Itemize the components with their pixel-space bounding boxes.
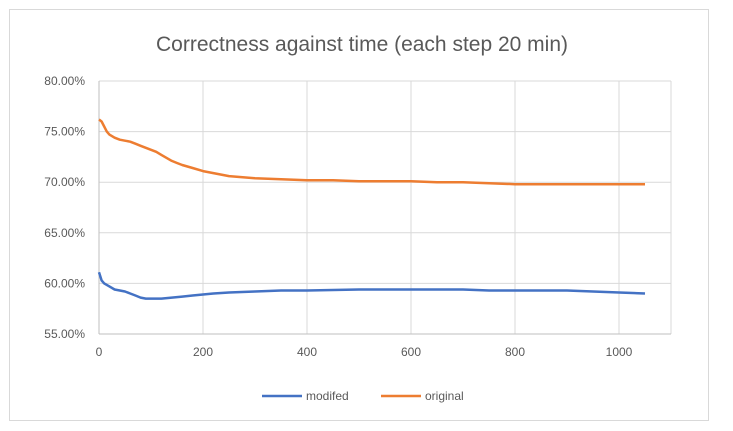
legend: modifed original (262, 389, 464, 403)
x-tick-label: 1000 (606, 345, 633, 359)
tick-labels: 55.00% 60.00% 65.00% 70.00% 75.00% 80.00% 0 200… (44, 74, 632, 359)
x-tick-label: 400 (297, 345, 317, 359)
x-tick-label: 200 (193, 345, 213, 359)
series-lines (97, 118, 646, 300)
legend-label-original: original (425, 389, 464, 403)
y-tick-label: 60.00% (44, 276, 85, 290)
y-tick-label: 75.00% (44, 125, 85, 139)
axes (98, 81, 671, 335)
x-tick-label: 0 (96, 345, 103, 359)
series-line-modifed (97, 271, 646, 300)
series-line-original (98, 118, 645, 186)
legend-label-modifed: modifed (306, 389, 349, 403)
x-tick-label: 800 (505, 345, 525, 359)
y-tick-label: 65.00% (44, 226, 85, 240)
x-tick-label: 600 (401, 345, 421, 359)
chart-title: Correctness against time (each step 20 m… (156, 33, 568, 56)
y-tick-label: 70.00% (44, 175, 85, 189)
y-tick-label: 55.00% (44, 327, 85, 341)
chart-area: Correctness against time (each step 20 m… (9, 9, 709, 421)
y-tick-label: 80.00% (44, 74, 85, 88)
line-chart: Correctness against time (each step 20 m… (44, 33, 672, 403)
